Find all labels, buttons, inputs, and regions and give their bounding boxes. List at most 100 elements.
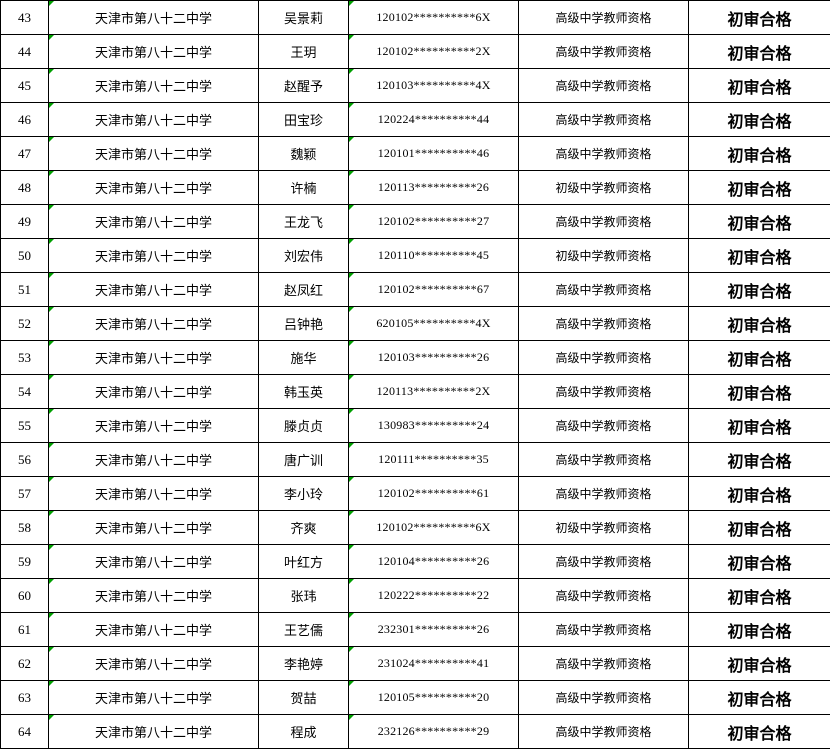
cell-id: 120103**********4X: [349, 69, 519, 103]
cell-id: 120102**********6X: [349, 511, 519, 545]
cell-name: 贺喆: [259, 681, 349, 715]
cell-qualification: 高级中学教师资格: [519, 443, 689, 477]
cell-id: 120110**********45: [349, 239, 519, 273]
cell-qualification: 高级中学教师资格: [519, 69, 689, 103]
cell-qualification: 高级中学教师资格: [519, 613, 689, 647]
cell-id: 120103**********26: [349, 341, 519, 375]
cell-qualification: 高级中学教师资格: [519, 681, 689, 715]
cell-school: 天津市第八十二中学: [49, 307, 259, 341]
cell-num: 56: [1, 443, 49, 477]
cell-status: 初审合格: [689, 307, 830, 341]
cell-name: 赵凤红: [259, 273, 349, 307]
cell-school: 天津市第八十二中学: [49, 579, 259, 613]
cell-id: 120104**********26: [349, 545, 519, 579]
cell-status: 初审合格: [689, 171, 830, 205]
table-row: 61天津市第八十二中学王艺儒232301**********26高级中学教师资格…: [1, 613, 830, 647]
cell-id: 232126**********29: [349, 715, 519, 749]
cell-status: 初审合格: [689, 205, 830, 239]
cell-school: 天津市第八十二中学: [49, 477, 259, 511]
cell-school: 天津市第八十二中学: [49, 239, 259, 273]
cell-status: 初审合格: [689, 375, 830, 409]
cell-status: 初审合格: [689, 545, 830, 579]
cell-id: 120102**********6X: [349, 1, 519, 35]
cell-id: 120102**********67: [349, 273, 519, 307]
cell-qualification: 高级中学教师资格: [519, 1, 689, 35]
cell-school: 天津市第八十二中学: [49, 613, 259, 647]
table-row: 43天津市第八十二中学吴景莉120102**********6X高级中学教师资格…: [1, 1, 830, 35]
cell-qualification: 高级中学教师资格: [519, 545, 689, 579]
cell-name: 韩玉英: [259, 375, 349, 409]
cell-name: 吕钟艳: [259, 307, 349, 341]
cell-id: 120101**********46: [349, 137, 519, 171]
table-row: 51天津市第八十二中学赵凤红120102**********67高级中学教师资格…: [1, 273, 830, 307]
cell-num: 50: [1, 239, 49, 273]
cell-name: 李艳婷: [259, 647, 349, 681]
table-row: 50天津市第八十二中学刘宏伟120110**********45初级中学教师资格…: [1, 239, 830, 273]
cell-id: 120102**********61: [349, 477, 519, 511]
table-row: 44天津市第八十二中学王玥120102**********2X高级中学教师资格初…: [1, 35, 830, 69]
cell-qualification: 高级中学教师资格: [519, 715, 689, 749]
cell-id: 120111**********35: [349, 443, 519, 477]
cell-num: 58: [1, 511, 49, 545]
cell-name: 叶红方: [259, 545, 349, 579]
table-row: 57天津市第八十二中学李小玲120102**********61高级中学教师资格…: [1, 477, 830, 511]
cell-num: 47: [1, 137, 49, 171]
cell-num: 57: [1, 477, 49, 511]
cell-school: 天津市第八十二中学: [49, 443, 259, 477]
cell-qualification: 高级中学教师资格: [519, 409, 689, 443]
table-row: 47天津市第八十二中学魏颖120101**********46高级中学教师资格初…: [1, 137, 830, 171]
cell-num: 55: [1, 409, 49, 443]
table-row: 46天津市第八十二中学田宝珍120224**********44高级中学教师资格…: [1, 103, 830, 137]
table-row: 49天津市第八十二中学王龙飞120102**********27高级中学教师资格…: [1, 205, 830, 239]
cell-school: 天津市第八十二中学: [49, 137, 259, 171]
cell-status: 初审合格: [689, 239, 830, 273]
cell-qualification: 高级中学教师资格: [519, 137, 689, 171]
cell-school: 天津市第八十二中学: [49, 511, 259, 545]
cell-qualification: 初级中学教师资格: [519, 511, 689, 545]
cell-name: 赵醒予: [259, 69, 349, 103]
table-row: 54天津市第八十二中学韩玉英120113**********2X高级中学教师资格…: [1, 375, 830, 409]
cell-name: 张玮: [259, 579, 349, 613]
cell-school: 天津市第八十二中学: [49, 273, 259, 307]
cell-id: 120222**********22: [349, 579, 519, 613]
cell-status: 初审合格: [689, 715, 830, 749]
cell-qualification: 高级中学教师资格: [519, 205, 689, 239]
cell-status: 初审合格: [689, 443, 830, 477]
cell-num: 63: [1, 681, 49, 715]
table-row: 53天津市第八十二中学施华120103**********26高级中学教师资格初…: [1, 341, 830, 375]
cell-id: 120102**********2X: [349, 35, 519, 69]
cell-status: 初审合格: [689, 477, 830, 511]
cell-name: 程成: [259, 715, 349, 749]
table-row: 58天津市第八十二中学齐爽120102**********6X初级中学教师资格初…: [1, 511, 830, 545]
cell-qualification: 初级中学教师资格: [519, 171, 689, 205]
cell-id: 120224**********44: [349, 103, 519, 137]
cell-name: 王龙飞: [259, 205, 349, 239]
cell-num: 44: [1, 35, 49, 69]
table-row: 45天津市第八十二中学赵醒予120103**********4X高级中学教师资格…: [1, 69, 830, 103]
cell-school: 天津市第八十二中学: [49, 715, 259, 749]
cell-name: 齐爽: [259, 511, 349, 545]
cell-name: 刘宏伟: [259, 239, 349, 273]
cell-name: 王艺儒: [259, 613, 349, 647]
table-body: 43天津市第八十二中学吴景莉120102**********6X高级中学教师资格…: [1, 1, 830, 749]
table-row: 63天津市第八十二中学贺喆120105**********20高级中学教师资格初…: [1, 681, 830, 715]
cell-status: 初审合格: [689, 103, 830, 137]
cell-num: 49: [1, 205, 49, 239]
cell-num: 61: [1, 613, 49, 647]
cell-num: 51: [1, 273, 49, 307]
cell-num: 53: [1, 341, 49, 375]
cell-num: 59: [1, 545, 49, 579]
cell-qualification: 高级中学教师资格: [519, 375, 689, 409]
cell-name: 吴景莉: [259, 1, 349, 35]
cell-id: 620105**********4X: [349, 307, 519, 341]
cell-name: 施华: [259, 341, 349, 375]
cell-school: 天津市第八十二中学: [49, 341, 259, 375]
cell-num: 45: [1, 69, 49, 103]
cell-qualification: 高级中学教师资格: [519, 647, 689, 681]
table-row: 60天津市第八十二中学张玮120222**********22高级中学教师资格初…: [1, 579, 830, 613]
table-row: 64天津市第八十二中学程成232126**********29高级中学教师资格初…: [1, 715, 830, 749]
table-row: 48天津市第八十二中学许楠120113**********26初级中学教师资格初…: [1, 171, 830, 205]
table-row: 59天津市第八十二中学叶红方120104**********26高级中学教师资格…: [1, 545, 830, 579]
cell-id: 120113**********2X: [349, 375, 519, 409]
cell-status: 初审合格: [689, 341, 830, 375]
